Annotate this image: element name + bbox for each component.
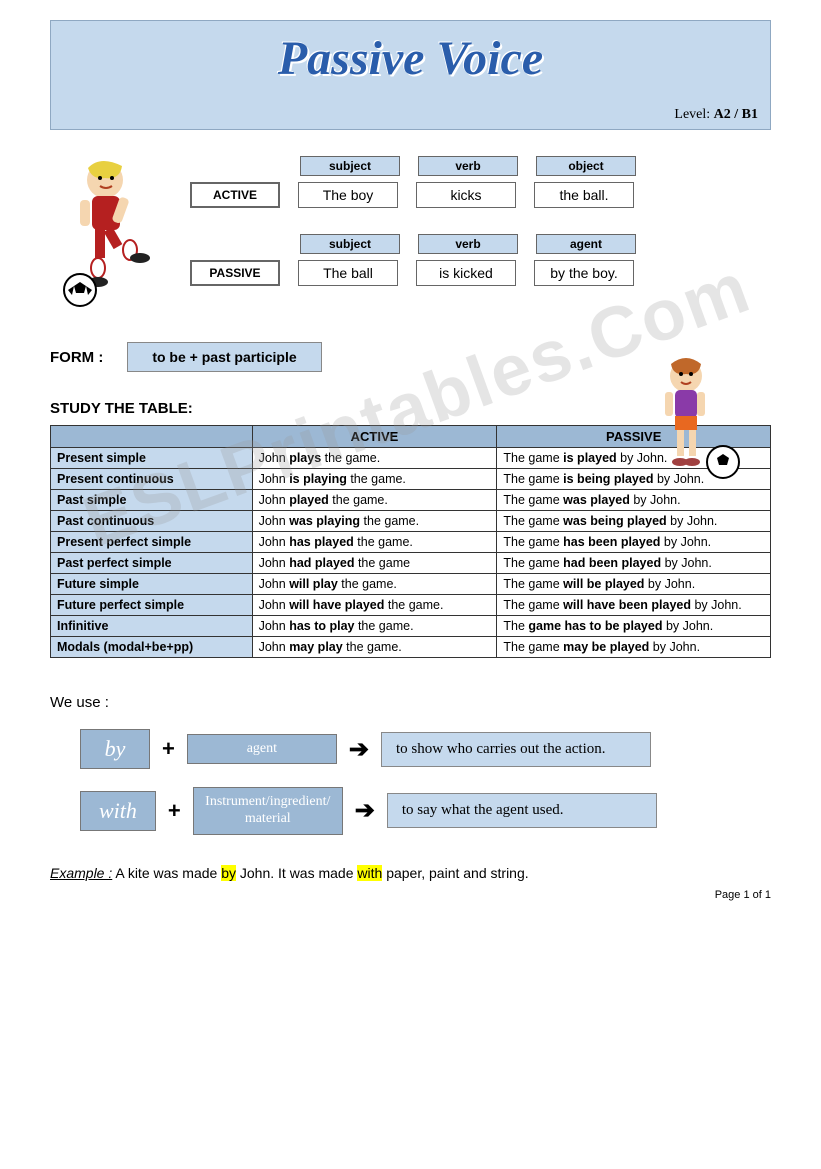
- active-cell: John will have played the game.: [252, 595, 497, 616]
- tense-name: Future simple: [51, 574, 253, 595]
- usage-key: by: [80, 729, 150, 769]
- tense-name: Past perfect simple: [51, 553, 253, 574]
- example-with: with: [357, 865, 382, 881]
- label-agent: agent: [536, 234, 636, 254]
- sentence-section: subject verb object ACTIVE The boy kicks…: [50, 150, 771, 320]
- page-footer: Page 1 of 1: [715, 889, 771, 901]
- example-mid: John. It was made: [236, 865, 357, 881]
- example-line: Example : A kite was made by John. It wa…: [50, 865, 771, 881]
- sentence-grid: subject verb object ACTIVE The boy kicks…: [180, 150, 771, 286]
- passive-cell: The game will be played by John.: [497, 574, 771, 595]
- active-subject: The boy: [298, 182, 398, 208]
- passive-header-row: subject verb agent: [180, 234, 771, 254]
- passive-label: PASSIVE: [190, 260, 280, 286]
- usage-explanation: to say what the agent used.: [387, 793, 657, 828]
- active-cell: John had played the game: [252, 553, 497, 574]
- label-object: object: [536, 156, 636, 176]
- active-row: ACTIVE The boy kicks the ball.: [180, 182, 771, 208]
- form-value: to be + past participle: [127, 342, 321, 372]
- table-row: Past continuousJohn was playing the game…: [51, 511, 771, 532]
- plus-icon: +: [168, 798, 181, 824]
- active-cell: John has played the game.: [252, 532, 497, 553]
- table-row: Present perfect simpleJohn has played th…: [51, 532, 771, 553]
- table-row: Past perfect simpleJohn had played the g…: [51, 553, 771, 574]
- table-row: Future perfect simpleJohn will have play…: [51, 595, 771, 616]
- active-cell: John may play the game.: [252, 637, 497, 658]
- example-by: by: [221, 865, 236, 881]
- form-label: FORM :: [50, 349, 103, 366]
- th-active: ACTIVE: [252, 426, 497, 448]
- example-post: paper, paint and string.: [382, 865, 528, 881]
- active-cell: John is playing the game.: [252, 469, 497, 490]
- plus-icon: +: [162, 736, 175, 762]
- passive-agent: by the boy.: [534, 260, 634, 286]
- passive-cell: The game was being played by John.: [497, 511, 771, 532]
- passive-cell: The game has been played by John.: [497, 532, 771, 553]
- passive-cell: The game has to be played by John.: [497, 616, 771, 637]
- weuse-label: We use :: [50, 694, 771, 711]
- active-object: the ball.: [534, 182, 634, 208]
- passive-cell: The game had been played by John.: [497, 553, 771, 574]
- table-row: Future simpleJohn will play the game.The…: [51, 574, 771, 595]
- level-label: Level:: [674, 107, 710, 122]
- page-title: Passive Voice: [63, 31, 758, 86]
- tense-name: Infinitive: [51, 616, 253, 637]
- label-subject: subject: [300, 156, 400, 176]
- passive-cell: The game will have been played by John.: [497, 595, 771, 616]
- arrow-icon: ➔: [355, 796, 375, 825]
- active-cell: John will play the game.: [252, 574, 497, 595]
- passive-verb: is kicked: [416, 260, 516, 286]
- example-pre: A kite was made: [112, 865, 221, 881]
- table-row: InfinitiveJohn has to play the game.The …: [51, 616, 771, 637]
- active-cell: John has to play the game.: [252, 616, 497, 637]
- passive-subject: The ball: [298, 260, 398, 286]
- usage-row: by + agent ➔ to show who carries out the act…: [50, 729, 771, 769]
- passive-cell: The game may be played by John.: [497, 637, 771, 658]
- passive-cell: The game was played by John.: [497, 490, 771, 511]
- tense-name: Future perfect simple: [51, 595, 253, 616]
- header-banner: Passive Voice Level: A2 / B1: [50, 20, 771, 130]
- usage-key: with: [80, 791, 156, 831]
- level-text: Level: A2 / B1: [674, 107, 758, 123]
- active-cell: John was playing the game.: [252, 511, 497, 532]
- label-verb-2: verb: [418, 234, 518, 254]
- table-row: Modals (modal+be+pp)John may play the ga…: [51, 637, 771, 658]
- tense-name: Present perfect simple: [51, 532, 253, 553]
- tense-name: Past continuous: [51, 511, 253, 532]
- usage-mid: agent: [187, 734, 337, 765]
- tense-name: Present simple: [51, 448, 253, 469]
- active-header-row: subject verb object: [180, 156, 771, 176]
- table-row: Past simpleJohn played the game.The game…: [51, 490, 771, 511]
- level-value: A2 / B1: [714, 107, 758, 122]
- example-label: Example :: [50, 865, 112, 881]
- usage-explanation: to show who carries out the action.: [381, 732, 651, 767]
- active-cell: John plays the game.: [252, 448, 497, 469]
- usage-row: with + Instrument/ingredient/ material ➔ to …: [50, 787, 771, 835]
- usage-mid: Instrument/ingredient/ material: [193, 787, 343, 835]
- boy-kicking-ball-icon: [50, 150, 180, 320]
- girl-with-ball-icon: [631, 350, 751, 490]
- label-verb: verb: [418, 156, 518, 176]
- th-blank: [51, 426, 253, 448]
- passive-row: PASSIVE The ball is kicked by the boy.: [180, 260, 771, 286]
- active-cell: John played the game.: [252, 490, 497, 511]
- tense-name: Past simple: [51, 490, 253, 511]
- active-label: ACTIVE: [190, 182, 280, 208]
- label-subject-2: subject: [300, 234, 400, 254]
- arrow-icon: ➔: [349, 735, 369, 764]
- active-verb: kicks: [416, 182, 516, 208]
- tense-name: Modals (modal+be+pp): [51, 637, 253, 658]
- tense-name: Present continuous: [51, 469, 253, 490]
